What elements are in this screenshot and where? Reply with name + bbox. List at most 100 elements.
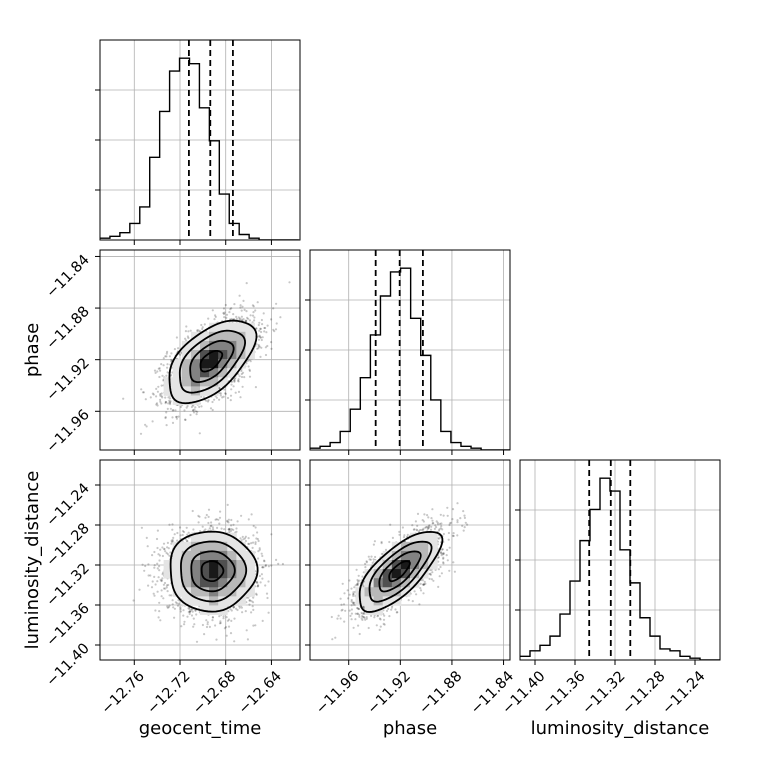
sample-point xyxy=(390,606,394,609)
sample-point xyxy=(241,371,245,374)
density-cell xyxy=(236,560,246,570)
sample-point xyxy=(169,401,172,404)
sample-point xyxy=(248,542,251,546)
sample-point xyxy=(388,615,391,618)
sample-point xyxy=(426,527,429,531)
sample-point xyxy=(380,542,383,545)
sample-point xyxy=(388,540,391,544)
sample-point xyxy=(177,415,180,418)
sample-point xyxy=(245,319,248,322)
sample-point xyxy=(387,607,390,611)
density-cell xyxy=(190,560,201,570)
sample-point xyxy=(442,557,445,560)
sample-point xyxy=(265,331,268,334)
sample-point xyxy=(422,520,425,523)
sample-point xyxy=(224,392,227,395)
density-cell xyxy=(410,550,420,561)
sample-point xyxy=(230,518,233,522)
density-cell xyxy=(181,550,192,561)
sample-point xyxy=(277,562,280,565)
sample-point xyxy=(364,618,367,621)
sample-point xyxy=(236,379,240,382)
density-cell xyxy=(245,569,255,579)
sample-point xyxy=(159,619,162,622)
sample-point xyxy=(442,553,445,556)
sample-point xyxy=(447,538,450,541)
sample-point xyxy=(235,607,238,610)
sample-point xyxy=(224,303,227,307)
density-cell xyxy=(218,368,228,378)
sample-point xyxy=(138,588,141,591)
sample-point xyxy=(252,311,255,314)
sample-point xyxy=(260,552,263,555)
sample-point xyxy=(163,581,167,585)
sample-point xyxy=(201,623,204,627)
y-tick-label: −11.24 xyxy=(44,481,93,530)
sample-point xyxy=(258,334,261,337)
sample-point xyxy=(230,307,233,310)
sample-point xyxy=(251,605,254,608)
sample-point xyxy=(246,638,249,641)
sample-point xyxy=(257,347,260,350)
density-cell xyxy=(181,578,192,588)
sample-point xyxy=(179,353,182,356)
sample-point xyxy=(341,608,344,611)
sample-point xyxy=(358,579,361,582)
sample-point xyxy=(200,323,203,327)
sample-point xyxy=(446,506,449,509)
density-cell xyxy=(163,386,174,396)
sample-point xyxy=(259,336,262,339)
sample-point xyxy=(248,319,251,322)
contour-line-0 xyxy=(388,560,411,583)
sample-point xyxy=(168,604,171,607)
sample-point xyxy=(203,633,206,636)
sample-point xyxy=(258,548,261,551)
sample-point xyxy=(239,396,242,399)
sample-point xyxy=(176,539,179,542)
x-tick-label: −12.68 xyxy=(190,668,239,717)
sample-point xyxy=(194,406,197,409)
sample-point xyxy=(250,542,253,545)
sample-point xyxy=(206,400,210,403)
sample-point xyxy=(253,316,256,319)
sample-point xyxy=(211,408,214,412)
sample-point xyxy=(257,343,260,347)
sample-point xyxy=(448,546,451,549)
density-cell xyxy=(410,541,420,552)
sample-point xyxy=(161,577,164,580)
density-cell xyxy=(400,578,411,588)
sample-point xyxy=(429,528,433,531)
sample-point xyxy=(181,533,184,537)
sample-point xyxy=(230,317,233,321)
sample-point xyxy=(209,407,213,410)
sample-point xyxy=(160,579,163,582)
sample-point xyxy=(164,355,167,358)
sample-point xyxy=(150,586,154,589)
density-cell xyxy=(218,596,228,606)
sample-point xyxy=(245,629,248,632)
sample-point xyxy=(267,565,270,568)
sample-point xyxy=(229,608,232,611)
sample-point xyxy=(172,409,175,412)
sample-point xyxy=(413,528,416,531)
sample-point xyxy=(158,559,161,562)
sample-point xyxy=(398,533,401,536)
sample-point xyxy=(161,374,164,377)
sample-point xyxy=(186,404,189,408)
sample-point xyxy=(182,530,186,534)
panel-frame xyxy=(309,459,511,661)
sample-point xyxy=(170,358,173,361)
sample-point xyxy=(422,583,425,586)
sample-point xyxy=(259,581,262,584)
sample-point xyxy=(222,615,225,618)
sample-point xyxy=(356,584,359,587)
y-tick-label: −11.92 xyxy=(44,355,93,404)
sample-point xyxy=(226,520,229,523)
sample-point xyxy=(236,520,239,523)
sample-point xyxy=(164,400,168,404)
density-cell xyxy=(236,569,246,579)
sample-point xyxy=(140,388,143,391)
sample-point xyxy=(159,548,162,551)
sample-point xyxy=(197,521,200,524)
sample-point xyxy=(350,598,353,602)
